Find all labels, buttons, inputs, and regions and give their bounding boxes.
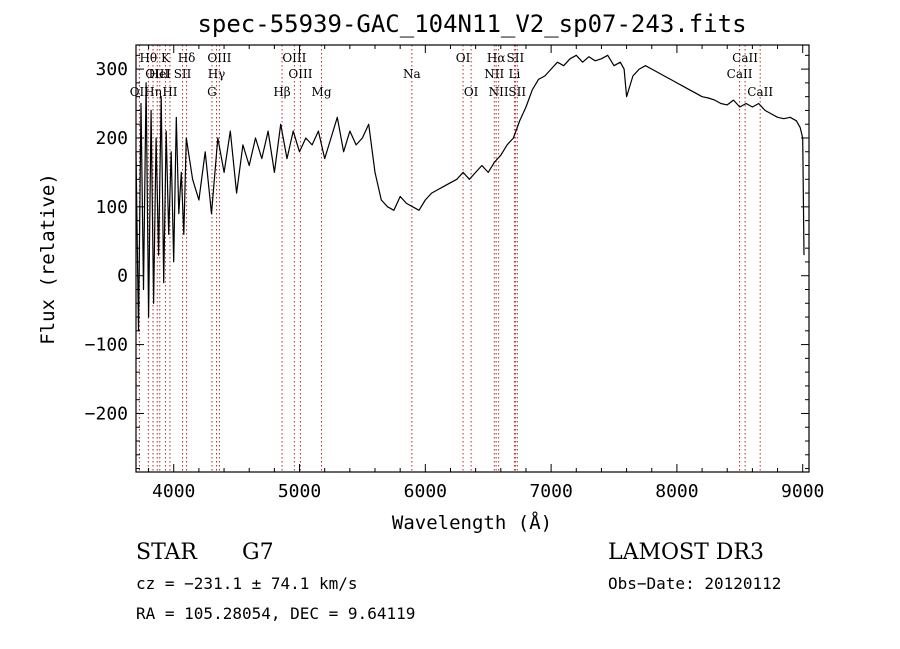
emission-label-3: K — [161, 51, 171, 65]
survey-name: LAMOST DR3 — [608, 540, 764, 565]
emission-label-5: HeI — [149, 67, 172, 81]
chart-title: spec-55939-GAC_104N11_V2_sp07-243.fits — [197, 10, 746, 38]
plot-frame — [135, 44, 810, 473]
emission-label-17: OI — [456, 51, 471, 65]
y-tick-label-0: −200 — [85, 403, 128, 424]
emission-label-18: OI — [464, 85, 479, 99]
emission-label-25: CaII — [727, 67, 753, 81]
emission-label-26: CaII — [732, 51, 758, 65]
emission-label-20: NII — [484, 67, 504, 81]
emission-label-7: SII — [174, 67, 192, 81]
emission-label-13: OIII — [282, 51, 306, 65]
object-class: STAR — [136, 540, 198, 565]
emission-label-21: NII — [489, 85, 509, 99]
x-tick-label-1: 5000 — [278, 481, 321, 502]
spectrum-line — [135, 54, 805, 332]
x-tick-label-5: 9000 — [781, 481, 824, 502]
x-tick-label-0: 4000 — [152, 481, 195, 502]
emission-label-16: Na — [403, 67, 421, 81]
y-tick-label-1: −100 — [85, 335, 128, 356]
emission-label-23: Li — [508, 67, 520, 81]
y-tick-label-2: 0 — [117, 266, 128, 287]
emission-label-24: SII — [508, 85, 526, 99]
emission-label-10: Hγ — [208, 67, 226, 81]
emission-label-8: Hδ — [178, 51, 196, 65]
y-tick-label-3: 100 — [95, 197, 128, 218]
redshift-text: cz = −231.1 ± 74.1 km/s — [136, 574, 358, 593]
series-layer — [135, 54, 805, 332]
y-axis-label: Flux (relative) — [37, 173, 59, 345]
emission-line-markers — [138, 45, 761, 472]
emission-label-9: OIII — [207, 51, 231, 65]
emission-label-6: HI — [162, 85, 177, 99]
axis-ticks: 4000 5000 6000 7000 8000 9000 −200 −100 0 100 200 3… — [85, 45, 824, 502]
emission-label-2: OIII — [145, 67, 169, 81]
emission-label-27: CaII — [747, 85, 773, 99]
x-axis-label: Wavelength (Å) — [392, 511, 552, 534]
emission-label-14: OIII — [288, 67, 312, 81]
emission-label-1: Hθ — [139, 51, 157, 65]
emission-label-11: G — [207, 85, 217, 99]
emission-label-0: OII — [130, 85, 150, 99]
emission-label-15: Mg — [312, 85, 332, 99]
object-subclass: G7 — [242, 540, 274, 565]
y-tick-label-5: 300 — [95, 59, 128, 80]
x-tick-label-2: 6000 — [404, 481, 447, 502]
emission-label-12: Hβ — [273, 85, 290, 99]
x-tick-label-3: 7000 — [529, 481, 572, 502]
emission-label-22: SII — [507, 51, 525, 65]
obs-date-text: Obs−Date: 20120112 — [608, 574, 781, 593]
x-tick-label-4: 8000 — [655, 481, 698, 502]
emission-label-19: Hα — [487, 51, 506, 65]
emission-label-4: Hη — [144, 85, 162, 99]
coords-text: RA = 105.28054, DEC = 9.64119 — [136, 604, 415, 623]
y-tick-label-4: 200 — [95, 128, 128, 149]
